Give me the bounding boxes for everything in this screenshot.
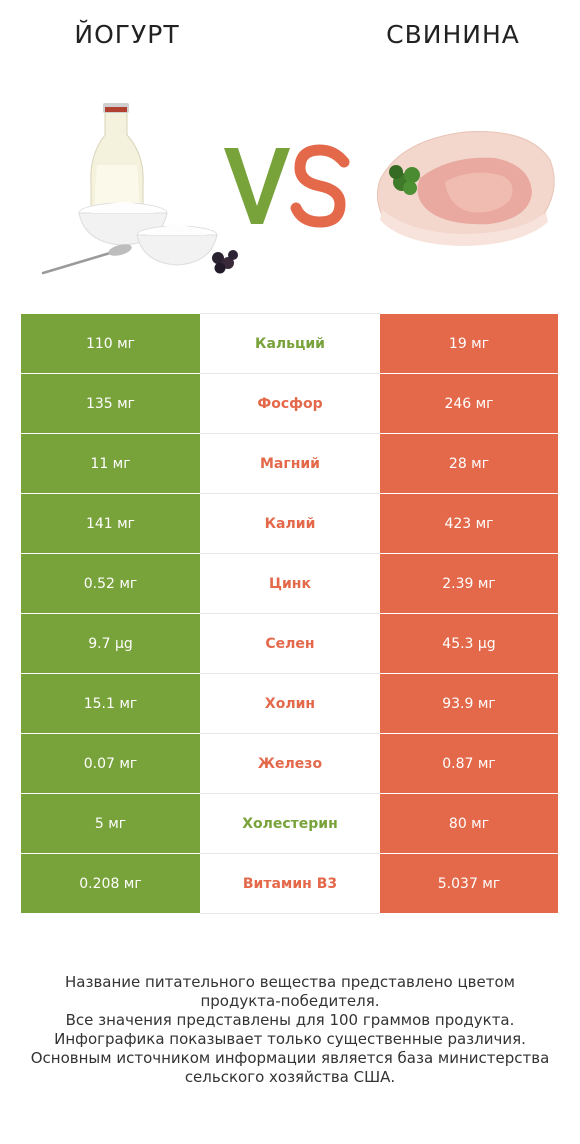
nutrient-name: Холестерин <box>200 793 380 854</box>
vs-label <box>224 144 350 228</box>
table-row: 11 мг Магний 28 мг <box>21 433 558 494</box>
footer-line: Название питательного вещества представл… <box>65 973 515 991</box>
footer-line: Основным источником информации является … <box>30 1049 550 1067</box>
right-value: 93.9 мг <box>380 673 558 734</box>
left-value: 5 мг <box>21 793 200 854</box>
right-value: 423 мг <box>380 493 558 554</box>
left-value: 110 мг <box>21 313 200 374</box>
right-value: 19 мг <box>380 313 558 374</box>
nutrient-name: Витамин B3 <box>200 853 380 914</box>
left-value: 0.208 мг <box>21 853 200 914</box>
table-row: 0.07 мг Железо 0.87 мг <box>21 733 558 794</box>
nutrient-name: Железо <box>200 733 380 794</box>
right-product-title: СВИНИНА <box>386 20 520 49</box>
left-value: 135 мг <box>21 373 200 434</box>
left-value: 15.1 мг <box>21 673 200 734</box>
left-value: 11 мг <box>21 433 200 494</box>
left-value: 9.7 µg <box>21 613 200 674</box>
nutrient-name: Кальций <box>200 313 380 374</box>
table-row: 110 мг Кальций 19 мг <box>21 313 558 374</box>
table-row: 9.7 µg Селен 45.3 µg <box>21 613 558 674</box>
left-value: 0.07 мг <box>21 733 200 794</box>
footer-line: Все значения представлены для 100 граммо… <box>65 1011 515 1029</box>
nutrient-name: Холин <box>200 673 380 734</box>
left-product-title: ЙОГУРТ <box>74 20 180 49</box>
nutrient-name: Магний <box>200 433 380 494</box>
table-row: 15.1 мг Холин 93.9 мг <box>21 673 558 734</box>
table-row: 0.52 мг Цинк 2.39 мг <box>21 553 558 614</box>
right-value: 5.037 мг <box>380 853 558 914</box>
right-value: 246 мг <box>380 373 558 434</box>
right-value: 80 мг <box>380 793 558 854</box>
footer-note: Название питательного вещества представл… <box>20 973 560 1087</box>
footer-line: сельского хозяйства США. <box>184 1068 396 1086</box>
nutrient-name: Селен <box>200 613 380 674</box>
footer-line: продукта-победителя. <box>200 992 380 1010</box>
nutrient-name: Фосфор <box>200 373 380 434</box>
table-row: 141 мг Калий 423 мг <box>21 493 558 554</box>
table-row: 5 мг Холестерин 80 мг <box>21 793 558 854</box>
nutrient-name: Цинк <box>200 553 380 614</box>
footer-line: Инфографика показывает только существенн… <box>54 1030 526 1048</box>
comparison-table: 110 мг Кальций 19 мг 135 мг Фосфор 246 мг 11 м… <box>21 313 558 914</box>
pork-image <box>376 131 555 246</box>
table-row: 0.208 мг Витамин B3 5.037 мг <box>21 853 558 914</box>
left-value: 141 мг <box>21 493 200 554</box>
right-value: 45.3 µg <box>380 613 558 674</box>
right-value: 28 мг <box>380 433 558 494</box>
table-row: 135 мг Фосфор 246 мг <box>21 373 558 434</box>
yogurt-image <box>41 103 238 275</box>
left-value: 0.52 мг <box>21 553 200 614</box>
right-value: 0.87 мг <box>380 733 558 794</box>
nutrient-name: Калий <box>200 493 380 554</box>
right-value: 2.39 мг <box>380 553 558 614</box>
